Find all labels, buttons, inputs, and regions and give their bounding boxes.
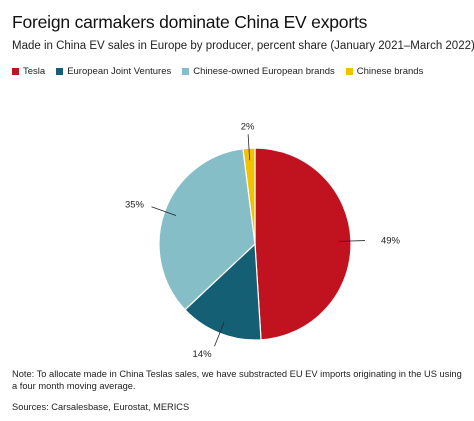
pie-chart: 49% 14% 35% 2% — [125, 122, 401, 360]
leader-line-european-joint-ventures — [214, 321, 225, 347]
leader-line-chinese-owned-european-brands — [151, 206, 177, 216]
chart-title: Foreign carmakers dominate China EV expo… — [12, 12, 368, 32]
data-label-chinese-owned-european-brands: 35% — [125, 200, 145, 211]
legend-item-chinese-brands: Chinese brands — [345, 66, 424, 77]
legend-swatch-chinese-brands — [345, 68, 353, 75]
leader-line-chinese-brands — [247, 134, 251, 161]
legend-label-tesla: Tesla — [23, 66, 46, 77]
legend-item-chinese-owned-european-brands: Chinese-owned European brands — [182, 66, 335, 77]
chart-sources: Sources: Carsalesbase, Eurostat, MERICS — [12, 402, 190, 412]
legend-label-chinese-brands: Chinese brands — [356, 66, 424, 77]
leader-line-tesla — [338, 240, 365, 242]
data-label-chinese-brands: 2% — [241, 122, 255, 133]
pie-slice-tesla — [254, 147, 352, 341]
legend-swatch-chinese-owned-european-brands — [182, 68, 190, 75]
chart-note: Note: To allocate made in China Teslas s… — [12, 369, 462, 391]
legend-label-chinese-owned-european-brands: Chinese-owned European brands — [193, 66, 335, 77]
chart-subtitle: Made in China EV sales in Europe by prod… — [12, 40, 474, 52]
legend-swatch-tesla — [12, 68, 19, 75]
data-label-european-joint-ventures: 14% — [193, 349, 213, 360]
legend-item-european-joint-ventures: European Joint Ventures — [56, 66, 171, 77]
legend-swatch-european-joint-ventures — [56, 68, 64, 75]
data-label-tesla: 49% — [381, 236, 401, 247]
legend-label-european-joint-ventures: European Joint Ventures — [67, 66, 172, 77]
legend: Tesla European Joint Ventures Chinese-ow… — [12, 66, 434, 77]
legend-item-tesla: Tesla — [12, 66, 45, 77]
